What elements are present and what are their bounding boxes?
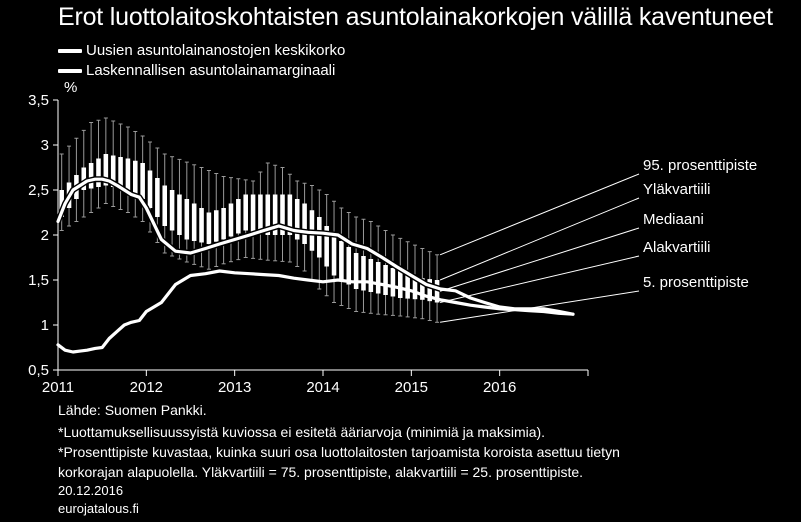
box-iqr	[140, 163, 145, 199]
box-iqr	[280, 194, 285, 235]
box-iqr	[353, 253, 359, 289]
series-line-marginaali	[56, 269, 575, 354]
legend-item-keskikorko: Uusien asuntolainanostojen keskikorko	[58, 42, 345, 59]
box-iqr	[169, 190, 175, 231]
box-iqr	[125, 158, 131, 190]
box-iqr	[331, 235, 337, 276]
legend-line-swatch	[58, 69, 82, 74]
box-iqr	[302, 203, 307, 244]
legend-item-marginaali: Laskennallisen asuntolainamarginaali	[58, 62, 335, 79]
annotation-pointer	[439, 227, 640, 292]
source-note: Lähde: Suomen Pankki.	[58, 402, 207, 418]
box-iqr	[177, 194, 182, 235]
y-tick-label: 3,5	[28, 92, 49, 109]
y-axis-unit-label: %	[64, 79, 77, 96]
annotation-label: Alakvartiili	[643, 239, 711, 256]
annotation-pointer	[439, 197, 640, 281]
y-tick-label: 0,5	[28, 362, 49, 379]
annotation-pointer	[439, 173, 640, 256]
box-iqr	[368, 259, 374, 292]
box-iqr	[265, 194, 271, 235]
y-tick-label: 2,5	[28, 182, 49, 199]
box-iqr	[294, 199, 300, 240]
y-tick-label: 1,5	[28, 272, 49, 289]
box-iqr	[427, 279, 433, 302]
footnote-confidentiality: *Luottamuksellisuussyistä kuviossa ei es…	[58, 424, 546, 440]
x-tick-label: 2015	[395, 379, 428, 396]
annotation-label: Mediaani	[643, 211, 704, 228]
box-iqr	[184, 199, 190, 240]
box-iqr	[228, 203, 234, 237]
box-iqr	[199, 208, 204, 243]
box-iqr	[317, 217, 322, 258]
y-tick-label: 3	[41, 137, 49, 154]
x-tick-label: 2012	[130, 379, 163, 396]
box-iqr	[258, 194, 263, 234]
series-line-keskikorko	[56, 177, 575, 316]
box-iqr	[346, 247, 352, 285]
box-iqr	[88, 163, 94, 189]
box-iqr	[434, 280, 440, 303]
box-iqr	[412, 275, 418, 300]
box-iqr	[243, 194, 248, 231]
chart-title: Erot luottolaitoskohtaisten asuntolainak…	[58, 3, 773, 31]
legend-label: Laskennallisen asuntolainamarginaali	[86, 62, 336, 79]
x-tick-label: 2011	[42, 379, 74, 396]
annotation-label: 5. prosenttipiste	[643, 274, 749, 291]
box-iqr	[236, 199, 241, 234]
publication-date: 20.12.2016	[58, 483, 124, 498]
legend-label: Uusien asuntolainanostojen keskikorko	[86, 42, 346, 59]
box-iqr	[397, 271, 403, 298]
footnote-percentile-2: korkorajan alapuolella. Yläkvartiili = 7…	[58, 464, 584, 480]
box-iqr	[59, 190, 64, 217]
box-iqr	[390, 268, 396, 297]
box-iqr	[339, 241, 344, 280]
box-iqr	[250, 194, 256, 232]
footnote-percentile-1: *Prosenttipiste kuvastaa, kuinka suuri o…	[58, 444, 620, 460]
box-iqr	[162, 185, 168, 226]
box-iqr	[96, 158, 101, 187]
box-iqr	[383, 265, 388, 295]
box-iqr	[221, 208, 226, 240]
y-tick-label: 1	[41, 317, 49, 334]
box-iqr	[110, 155, 116, 187]
box-iqr	[191, 203, 197, 241]
annotation-pointer	[439, 255, 640, 303]
legend-line-swatch	[58, 49, 82, 54]
x-tick-label: 2013	[218, 379, 251, 396]
box-iqr	[272, 194, 278, 235]
y-tick-label: 2	[41, 227, 49, 244]
box-iqr	[405, 273, 410, 299]
box-iqr	[361, 256, 366, 291]
box-iqr	[103, 154, 109, 186]
box-iqr	[213, 210, 219, 242]
annotation-pointer	[440, 290, 640, 323]
x-tick-label: 2014	[306, 379, 339, 396]
box-iqr	[324, 226, 329, 267]
box-iqr	[118, 157, 123, 189]
box-iqr	[375, 262, 381, 294]
box-iqr	[206, 212, 212, 244]
annotation-label: Yläkvartiili	[643, 181, 711, 198]
site-name: eurojatalous.fi	[58, 501, 139, 516]
x-tick-label: 2016	[483, 379, 516, 396]
annotation-label: 95. prosenttipiste	[643, 157, 757, 174]
box-iqr	[81, 167, 87, 190]
box-iqr	[147, 170, 153, 208]
box-iqr	[155, 178, 160, 217]
box-iqr	[287, 194, 293, 235]
box-iqr	[133, 160, 138, 195]
box-iqr	[420, 278, 425, 300]
